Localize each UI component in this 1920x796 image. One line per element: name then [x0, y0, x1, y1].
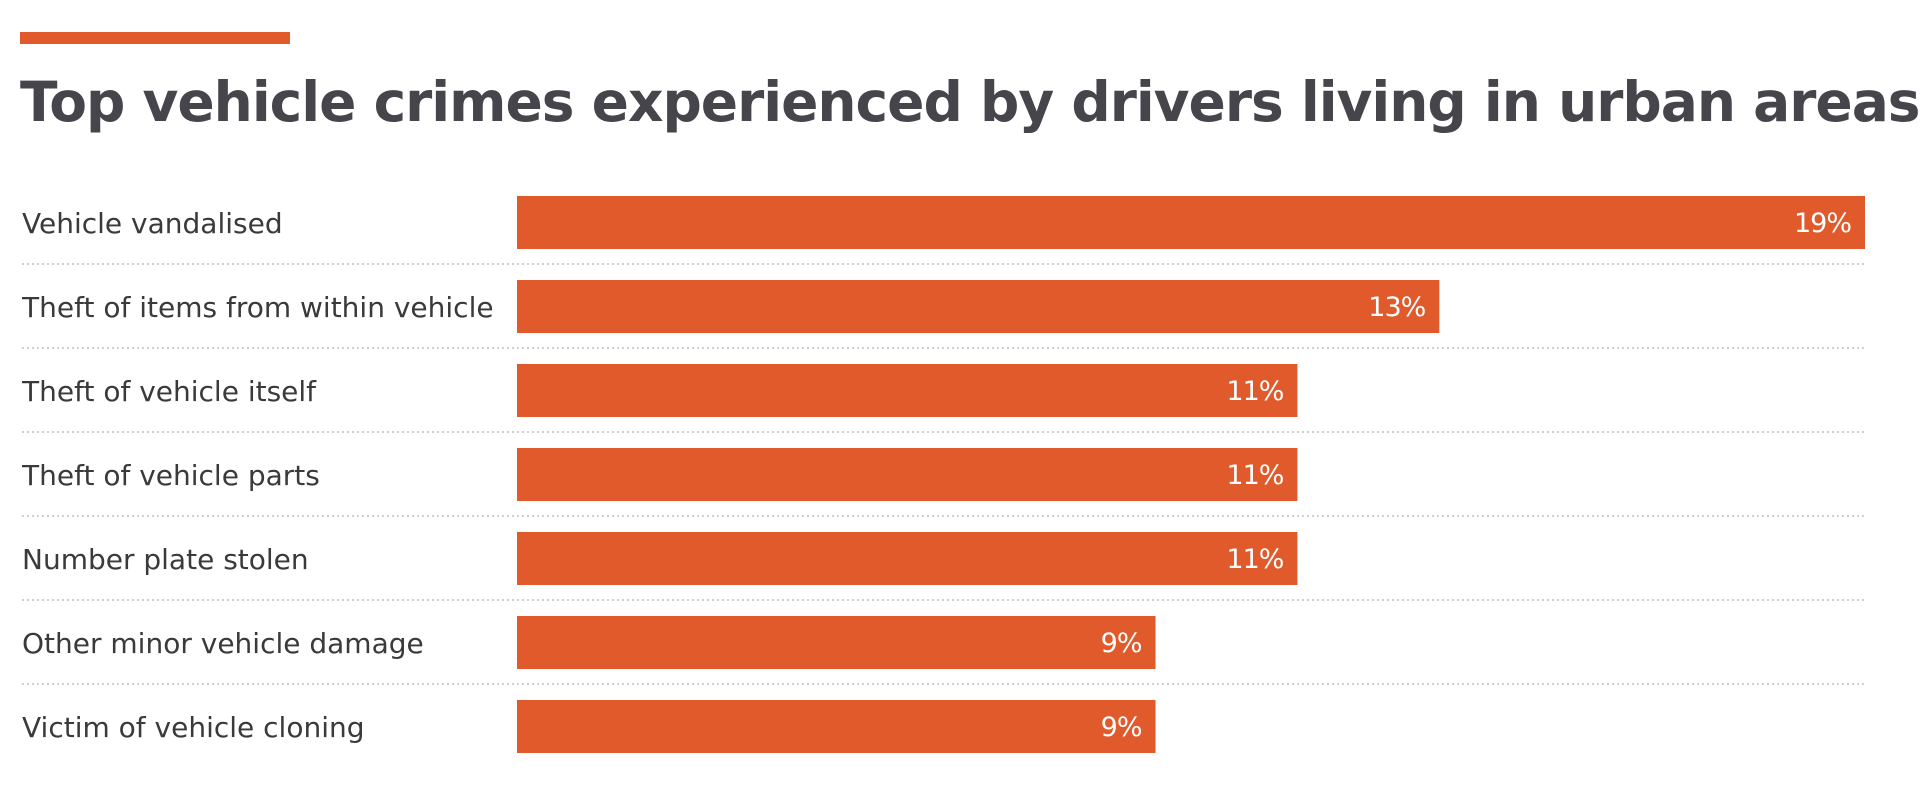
category-label: Theft of vehicle parts — [21, 459, 320, 492]
title-accent-bar — [20, 32, 290, 44]
value-label: 11% — [1226, 544, 1283, 575]
value-label: 19% — [1794, 208, 1851, 239]
value-label: 11% — [1226, 376, 1283, 407]
bar — [517, 532, 1298, 585]
bar — [517, 196, 1865, 249]
bar — [517, 700, 1156, 753]
value-label: 9% — [1101, 712, 1142, 743]
category-label: Theft of items from within vehicle — [21, 291, 494, 324]
category-label: Number plate stolen — [22, 543, 309, 576]
category-label: Theft of vehicle itself — [21, 375, 317, 408]
value-label: 9% — [1101, 628, 1142, 659]
bar — [517, 616, 1156, 669]
category-label: Other minor vehicle damage — [22, 627, 424, 660]
bar — [517, 448, 1298, 501]
bar — [517, 280, 1440, 333]
category-label: Victim of vehicle cloning — [22, 711, 365, 744]
chart-title: Top vehicle crimes experienced by driver… — [20, 70, 1920, 134]
category-label: Vehicle vandalised — [22, 207, 283, 240]
value-label: 13% — [1368, 292, 1425, 323]
bar — [517, 364, 1298, 417]
value-label: 11% — [1226, 460, 1283, 491]
